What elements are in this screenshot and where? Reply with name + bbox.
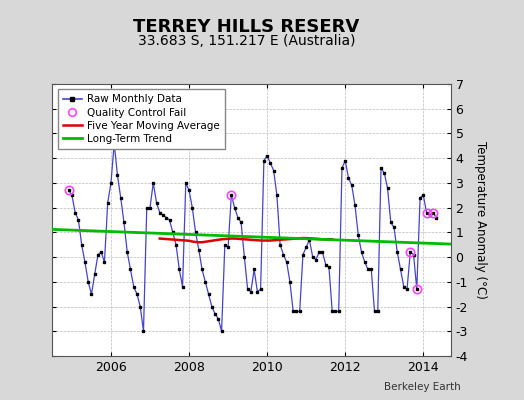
Legend: Raw Monthly Data, Quality Control Fail, Five Year Moving Average, Long-Term Tren: Raw Monthly Data, Quality Control Fail, … — [58, 89, 225, 149]
Text: TERREY HILLS RESERV: TERREY HILLS RESERV — [133, 18, 359, 36]
Text: 33.683 S, 151.217 E (Australia): 33.683 S, 151.217 E (Australia) — [137, 34, 355, 48]
Text: Berkeley Earth: Berkeley Earth — [385, 382, 461, 392]
Y-axis label: Temperature Anomaly (°C): Temperature Anomaly (°C) — [474, 141, 487, 299]
